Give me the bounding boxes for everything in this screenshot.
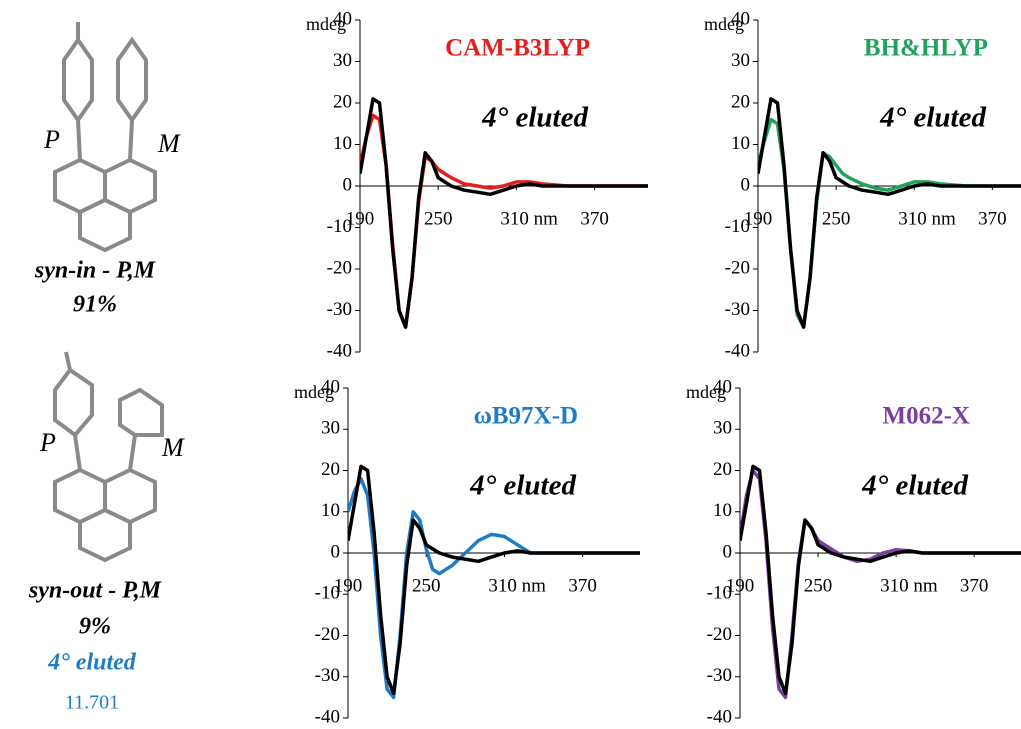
conformer-label: syn-in - P,M — [34, 258, 157, 284]
annotation: 4° eluted — [469, 470, 576, 502]
x-tick-label: 370 — [568, 575, 597, 596]
y-tick-label: 20 — [731, 91, 750, 112]
y-tick-label: 10 — [731, 133, 750, 154]
annotation: 4° eluted — [481, 102, 588, 134]
y-tick-label: -40 — [707, 706, 732, 727]
helicity-label: M — [161, 433, 185, 462]
helicity-label: M — [157, 129, 181, 158]
y-tick-label: 30 — [321, 418, 340, 439]
y-tick-label: 0 — [741, 174, 751, 195]
retention-time: 11.701 — [65, 692, 119, 714]
x-tick-label: 250 — [412, 575, 441, 596]
x-tick-label: 250 — [804, 575, 833, 596]
x-tick-label: 310 nm — [880, 575, 938, 596]
x-tick-label: 310 nm — [898, 208, 956, 229]
y-tick-label: 10 — [713, 500, 732, 521]
chart-title: BH&HLYP — [864, 35, 988, 62]
y-tick-label: 30 — [713, 418, 732, 439]
y-tick-label: 0 — [723, 541, 733, 562]
chart-title: M062-X — [883, 403, 970, 430]
y-tick-label: -30 — [315, 665, 340, 686]
x-tick-label: 370 — [960, 575, 989, 596]
y-tick-label: -30 — [707, 665, 732, 686]
y-axis-label: mdeg — [704, 14, 744, 34]
figure: P M P M syn-in - P,M 91% syn-out - P,M 9… — [0, 0, 1021, 729]
x-tick-label: 190 — [726, 575, 755, 596]
y-tick-label: 0 — [331, 541, 341, 562]
x-tick-label: 370 — [580, 208, 609, 229]
x-tick-label: 190 — [744, 208, 773, 229]
x-tick-label: 370 — [978, 208, 1007, 229]
annotation: 4° eluted — [861, 470, 968, 502]
y-tick-label: -40 — [315, 706, 340, 727]
helicity-label: P — [43, 125, 60, 154]
conformer-percent: 91% — [73, 292, 117, 318]
molecule-syn-in — [55, 22, 155, 250]
y-tick-label: 20 — [321, 459, 340, 480]
helicity-label: P — [39, 428, 56, 457]
y-tick-label: -30 — [327, 299, 352, 320]
x-tick-label: 310 nm — [488, 575, 546, 596]
y-tick-label: 20 — [713, 459, 732, 480]
x-tick-label: 250 — [822, 208, 851, 229]
conformer-label: syn-out - P,M — [28, 578, 163, 604]
y-tick-label: 10 — [333, 133, 352, 154]
y-tick-label: 10 — [321, 500, 340, 521]
y-tick-label: -40 — [725, 340, 750, 361]
x-tick-label: 310 nm — [500, 208, 558, 229]
chart-title: ωB97X-D — [474, 403, 578, 430]
annotation: 4° eluted — [879, 102, 986, 134]
y-tick-label: -20 — [315, 624, 340, 645]
chart-title: CAM-B3LYP — [445, 35, 590, 62]
y-axis-label: mdeg — [686, 382, 726, 402]
y-tick-label: 30 — [731, 50, 750, 71]
y-tick-label: -30 — [725, 299, 750, 320]
y-tick-label: -20 — [327, 257, 352, 278]
molecule-syn-out — [55, 352, 162, 560]
conformer-percent: 9% — [79, 614, 111, 640]
y-axis-label: mdeg — [306, 14, 346, 34]
y-tick-label: -20 — [725, 257, 750, 278]
y-tick-label: -20 — [707, 624, 732, 645]
y-tick-label: 20 — [333, 91, 352, 112]
x-tick-label: 250 — [424, 208, 453, 229]
elution-label: 4° eluted — [47, 650, 137, 676]
x-tick-label: 190 — [346, 208, 375, 229]
x-tick-label: 190 — [334, 575, 363, 596]
y-tick-label: 0 — [343, 174, 353, 195]
y-tick-label: -40 — [327, 340, 352, 361]
y-tick-label: 30 — [333, 50, 352, 71]
y-axis-label: mdeg — [294, 382, 334, 402]
